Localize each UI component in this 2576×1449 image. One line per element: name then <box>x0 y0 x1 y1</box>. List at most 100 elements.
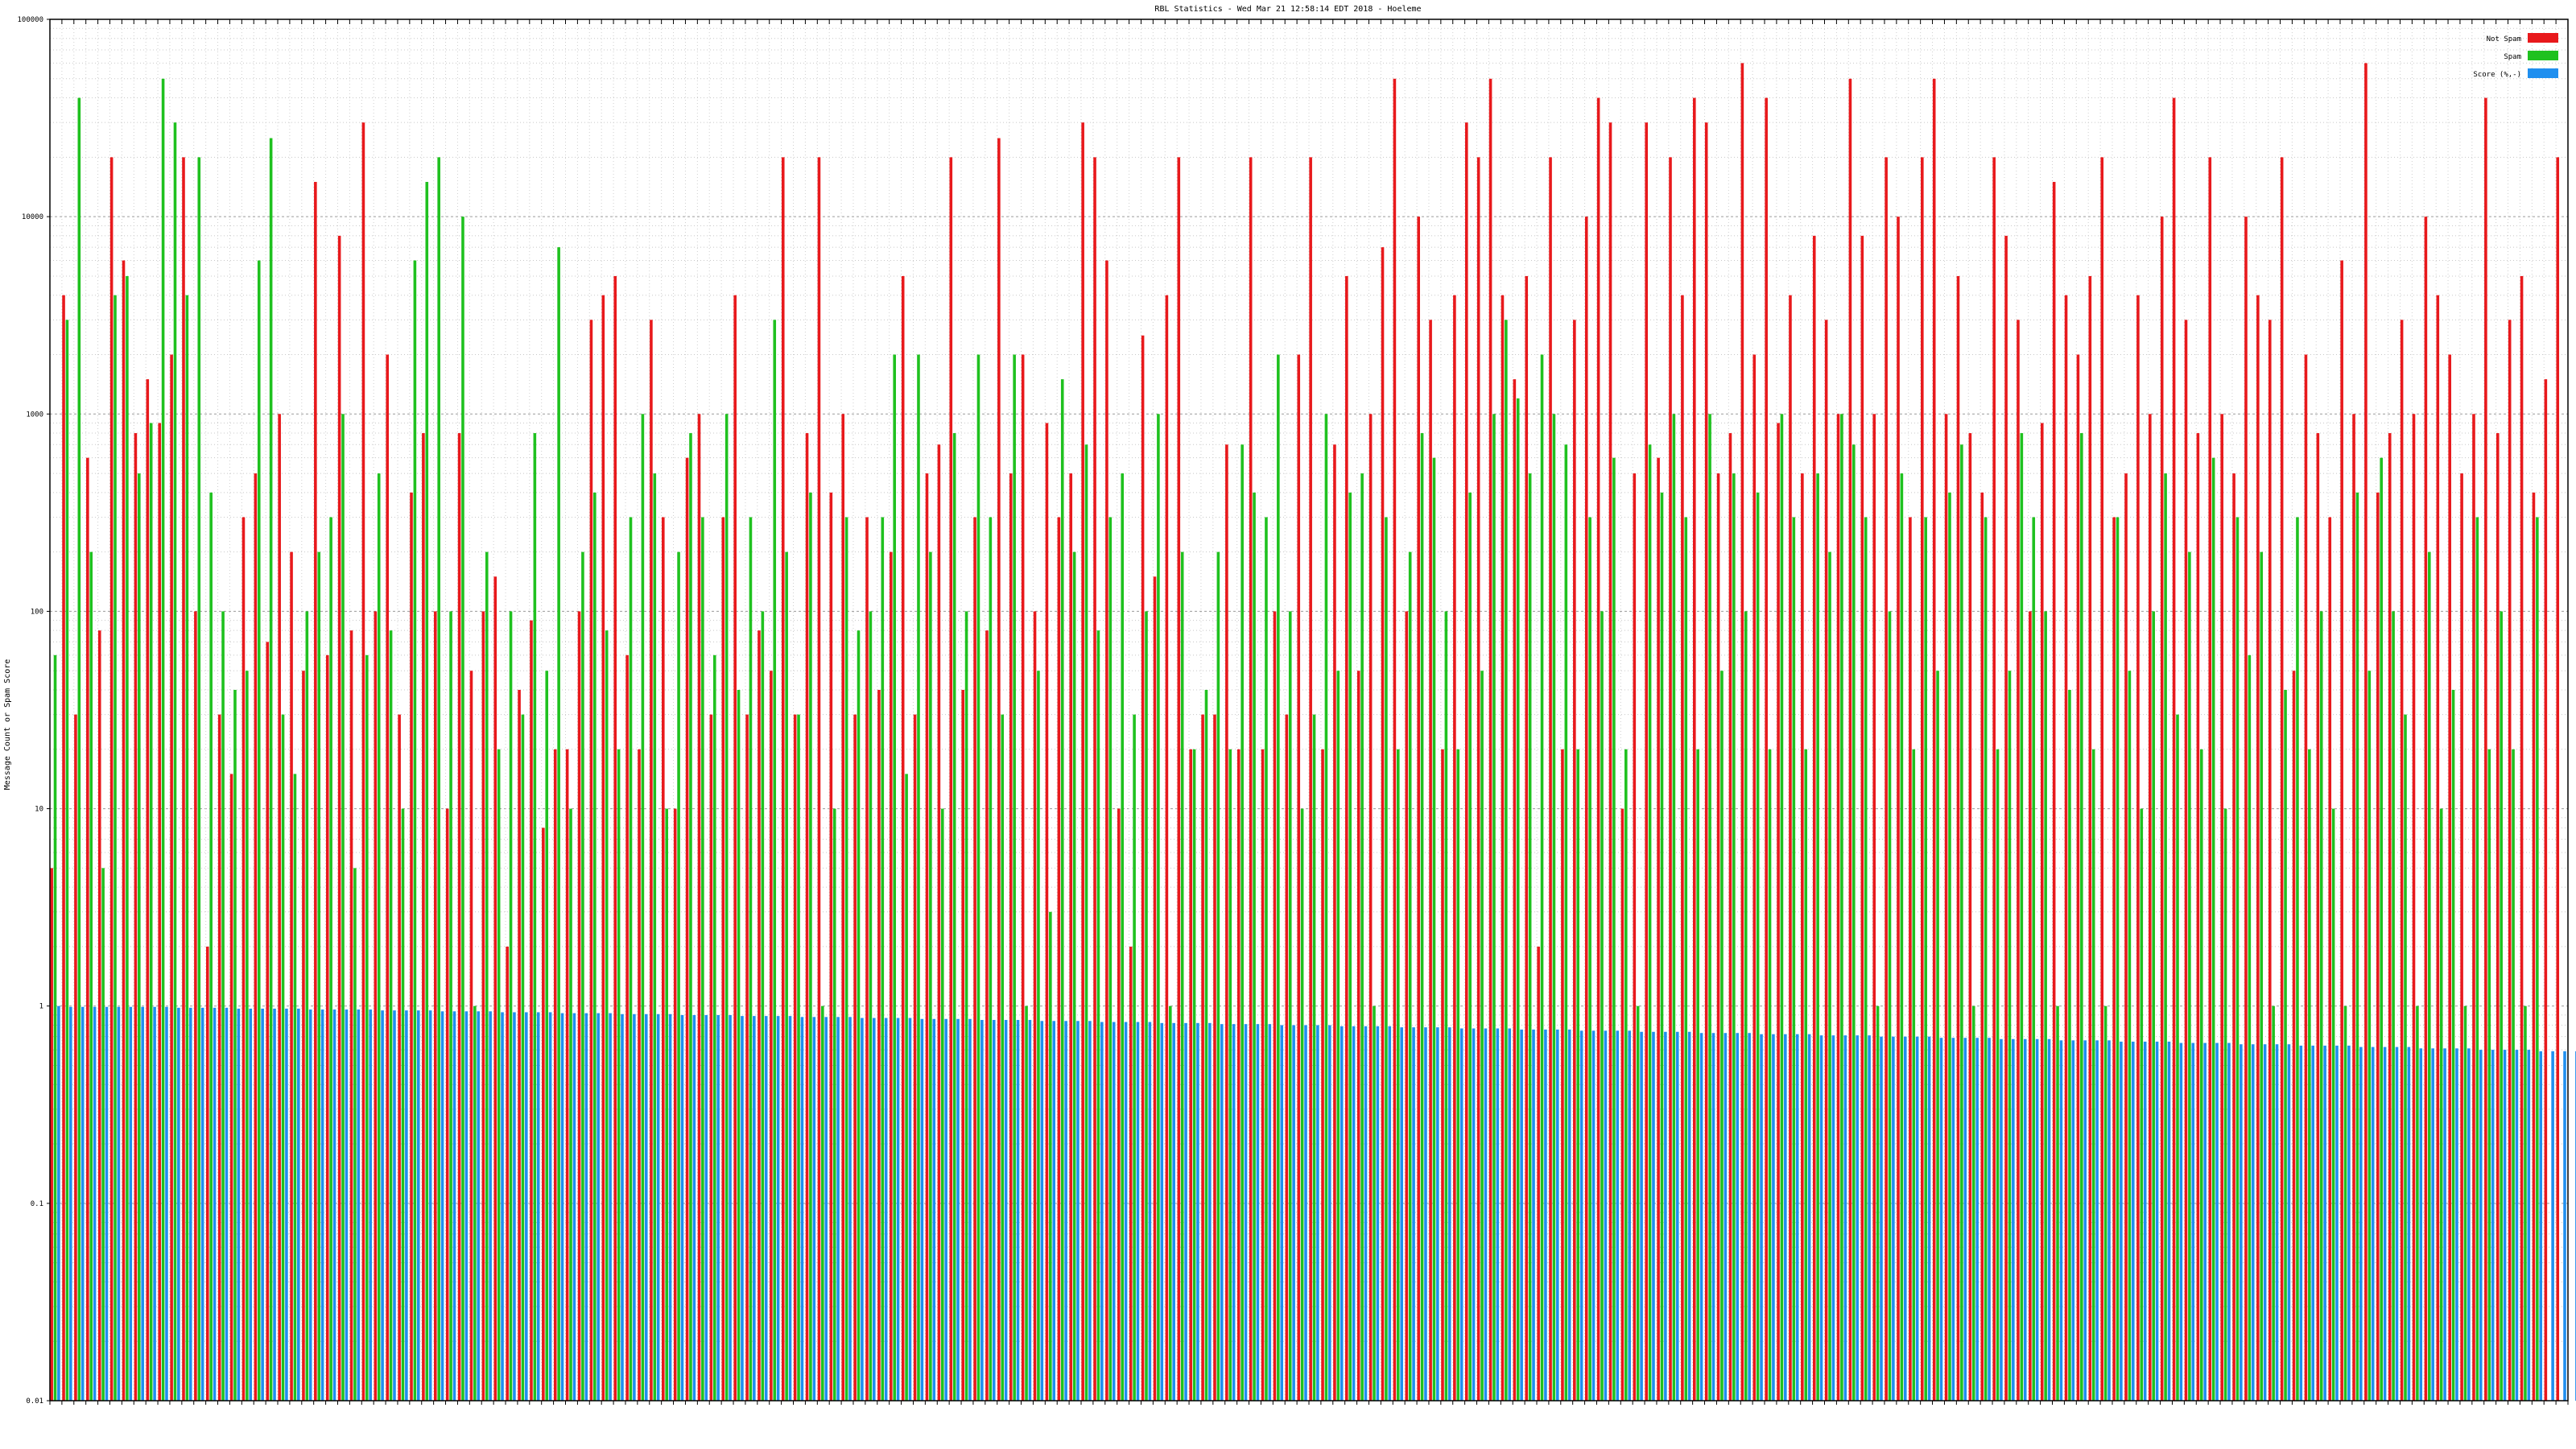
bar-spam <box>509 611 513 1401</box>
bar-not-spam <box>2220 414 2223 1402</box>
bar-score <box>1040 1021 1044 1401</box>
bar-spam <box>593 492 597 1401</box>
bar-not-spam <box>2064 295 2068 1401</box>
bar-not-spam <box>1009 473 1013 1401</box>
bar-not-spam <box>2232 473 2235 1401</box>
bar-not-spam <box>2149 414 2152 1402</box>
bar-spam <box>53 654 57 1401</box>
bar-not-spam <box>937 444 941 1402</box>
bar-spam <box>929 551 932 1401</box>
bar-not-spam <box>2364 63 2368 1401</box>
bar-spam <box>832 808 836 1401</box>
y-tick-label: 100000 <box>17 16 43 24</box>
bar-score <box>249 1008 253 1401</box>
bar-not-spam <box>1177 157 1181 1401</box>
bar-not-spam <box>74 714 77 1401</box>
bar-score <box>944 1018 947 1401</box>
bar-score <box>1831 1035 1835 1401</box>
bar-spam <box>533 433 537 1402</box>
bar-not-spam <box>1704 122 1708 1402</box>
bar-score <box>2431 1048 2434 1401</box>
y-tick-label: 1000 <box>26 411 43 419</box>
bar-spam <box>797 714 800 1401</box>
bar-score <box>57 1005 60 1401</box>
bar-spam <box>1588 517 1591 1401</box>
bar-score <box>2083 1040 2087 1401</box>
bar-spam <box>317 551 321 1401</box>
bar-not-spam <box>398 714 401 1401</box>
bar-score <box>440 1011 444 1401</box>
bar-score <box>1268 1024 1272 1401</box>
bar-score <box>1064 1021 1067 1401</box>
bar-spam <box>101 868 105 1401</box>
bar-score <box>1340 1026 1344 1401</box>
bar-spam <box>1936 671 1939 1401</box>
bar-not-spam <box>2400 320 2404 1401</box>
bar-not-spam <box>961 689 964 1401</box>
bar-not-spam <box>109 157 114 1401</box>
bar-spam <box>1636 1005 1640 1401</box>
bar-score <box>1760 1034 1763 1401</box>
bar-spam <box>1228 749 1232 1401</box>
bar-score <box>1196 1022 1199 1401</box>
bar-spam <box>617 749 621 1401</box>
bar-not-spam <box>890 551 893 1401</box>
bar-spam <box>1505 320 1508 1401</box>
legend-label: Not Spam <box>2487 35 2521 43</box>
bar-not-spam <box>1476 157 1480 1401</box>
bar-not-spam <box>337 235 341 1401</box>
bar-spam <box>2536 517 2539 1401</box>
bar-spam <box>1373 1005 1376 1401</box>
bar-spam <box>1060 379 1064 1402</box>
bar-score <box>1412 1027 1415 1401</box>
bar-not-spam <box>1249 157 1253 1401</box>
bar-not-spam <box>374 611 378 1401</box>
bar-not-spam <box>1573 320 1576 1401</box>
bar-spam <box>65 320 69 1401</box>
bar-spam <box>1253 492 1256 1401</box>
bar-not-spam <box>146 379 150 1402</box>
bar-not-spam <box>1681 295 1684 1401</box>
bar-score <box>2299 1045 2303 1401</box>
bar-score <box>1795 1034 1799 1401</box>
bar-score <box>572 1013 576 1401</box>
bar-not-spam <box>2040 423 2044 1401</box>
bar-not-spam <box>577 611 581 1401</box>
bar-not-spam <box>469 671 473 1401</box>
bar-score <box>1784 1034 1787 1401</box>
bar-spam <box>581 551 584 1401</box>
bar-score <box>1220 1024 1224 1401</box>
bar-score <box>584 1013 588 1401</box>
bar-score <box>704 1014 708 1401</box>
bar-spam <box>2463 1005 2467 1401</box>
bar-spam <box>1312 714 1316 1401</box>
bar-not-spam <box>530 620 533 1401</box>
bar-not-spam <box>781 157 785 1401</box>
bar-spam <box>77 97 81 1402</box>
bar-spam <box>1432 457 1436 1401</box>
bar-score <box>1472 1028 1476 1401</box>
bar-spam <box>1600 611 1604 1401</box>
bar-score <box>1400 1027 1403 1401</box>
bar-not-spam <box>1297 354 1301 1401</box>
bar-spam <box>1516 398 1520 1401</box>
bar-not-spam <box>697 414 701 1402</box>
bar-score <box>69 1006 72 1401</box>
bar-spam <box>2343 1005 2347 1401</box>
bar-spam <box>389 630 393 1401</box>
bar-spam <box>905 774 908 1401</box>
bar-not-spam <box>1620 808 1624 1401</box>
bar-not-spam <box>433 611 437 1401</box>
bar-score <box>956 1018 960 1401</box>
bar-not-spam <box>2484 97 2487 1402</box>
bar-score <box>1112 1022 1116 1401</box>
bar-spam <box>1971 1005 1975 1401</box>
bar-spam <box>1133 714 1136 1401</box>
bar-spam <box>173 122 177 1402</box>
bar-score <box>2107 1040 2111 1401</box>
bar-score <box>308 1009 312 1401</box>
bar-not-spam <box>1872 414 1876 1402</box>
bar-score <box>1520 1029 1523 1401</box>
bar-spam <box>1768 749 1772 1401</box>
bar-score <box>1591 1030 1596 1401</box>
